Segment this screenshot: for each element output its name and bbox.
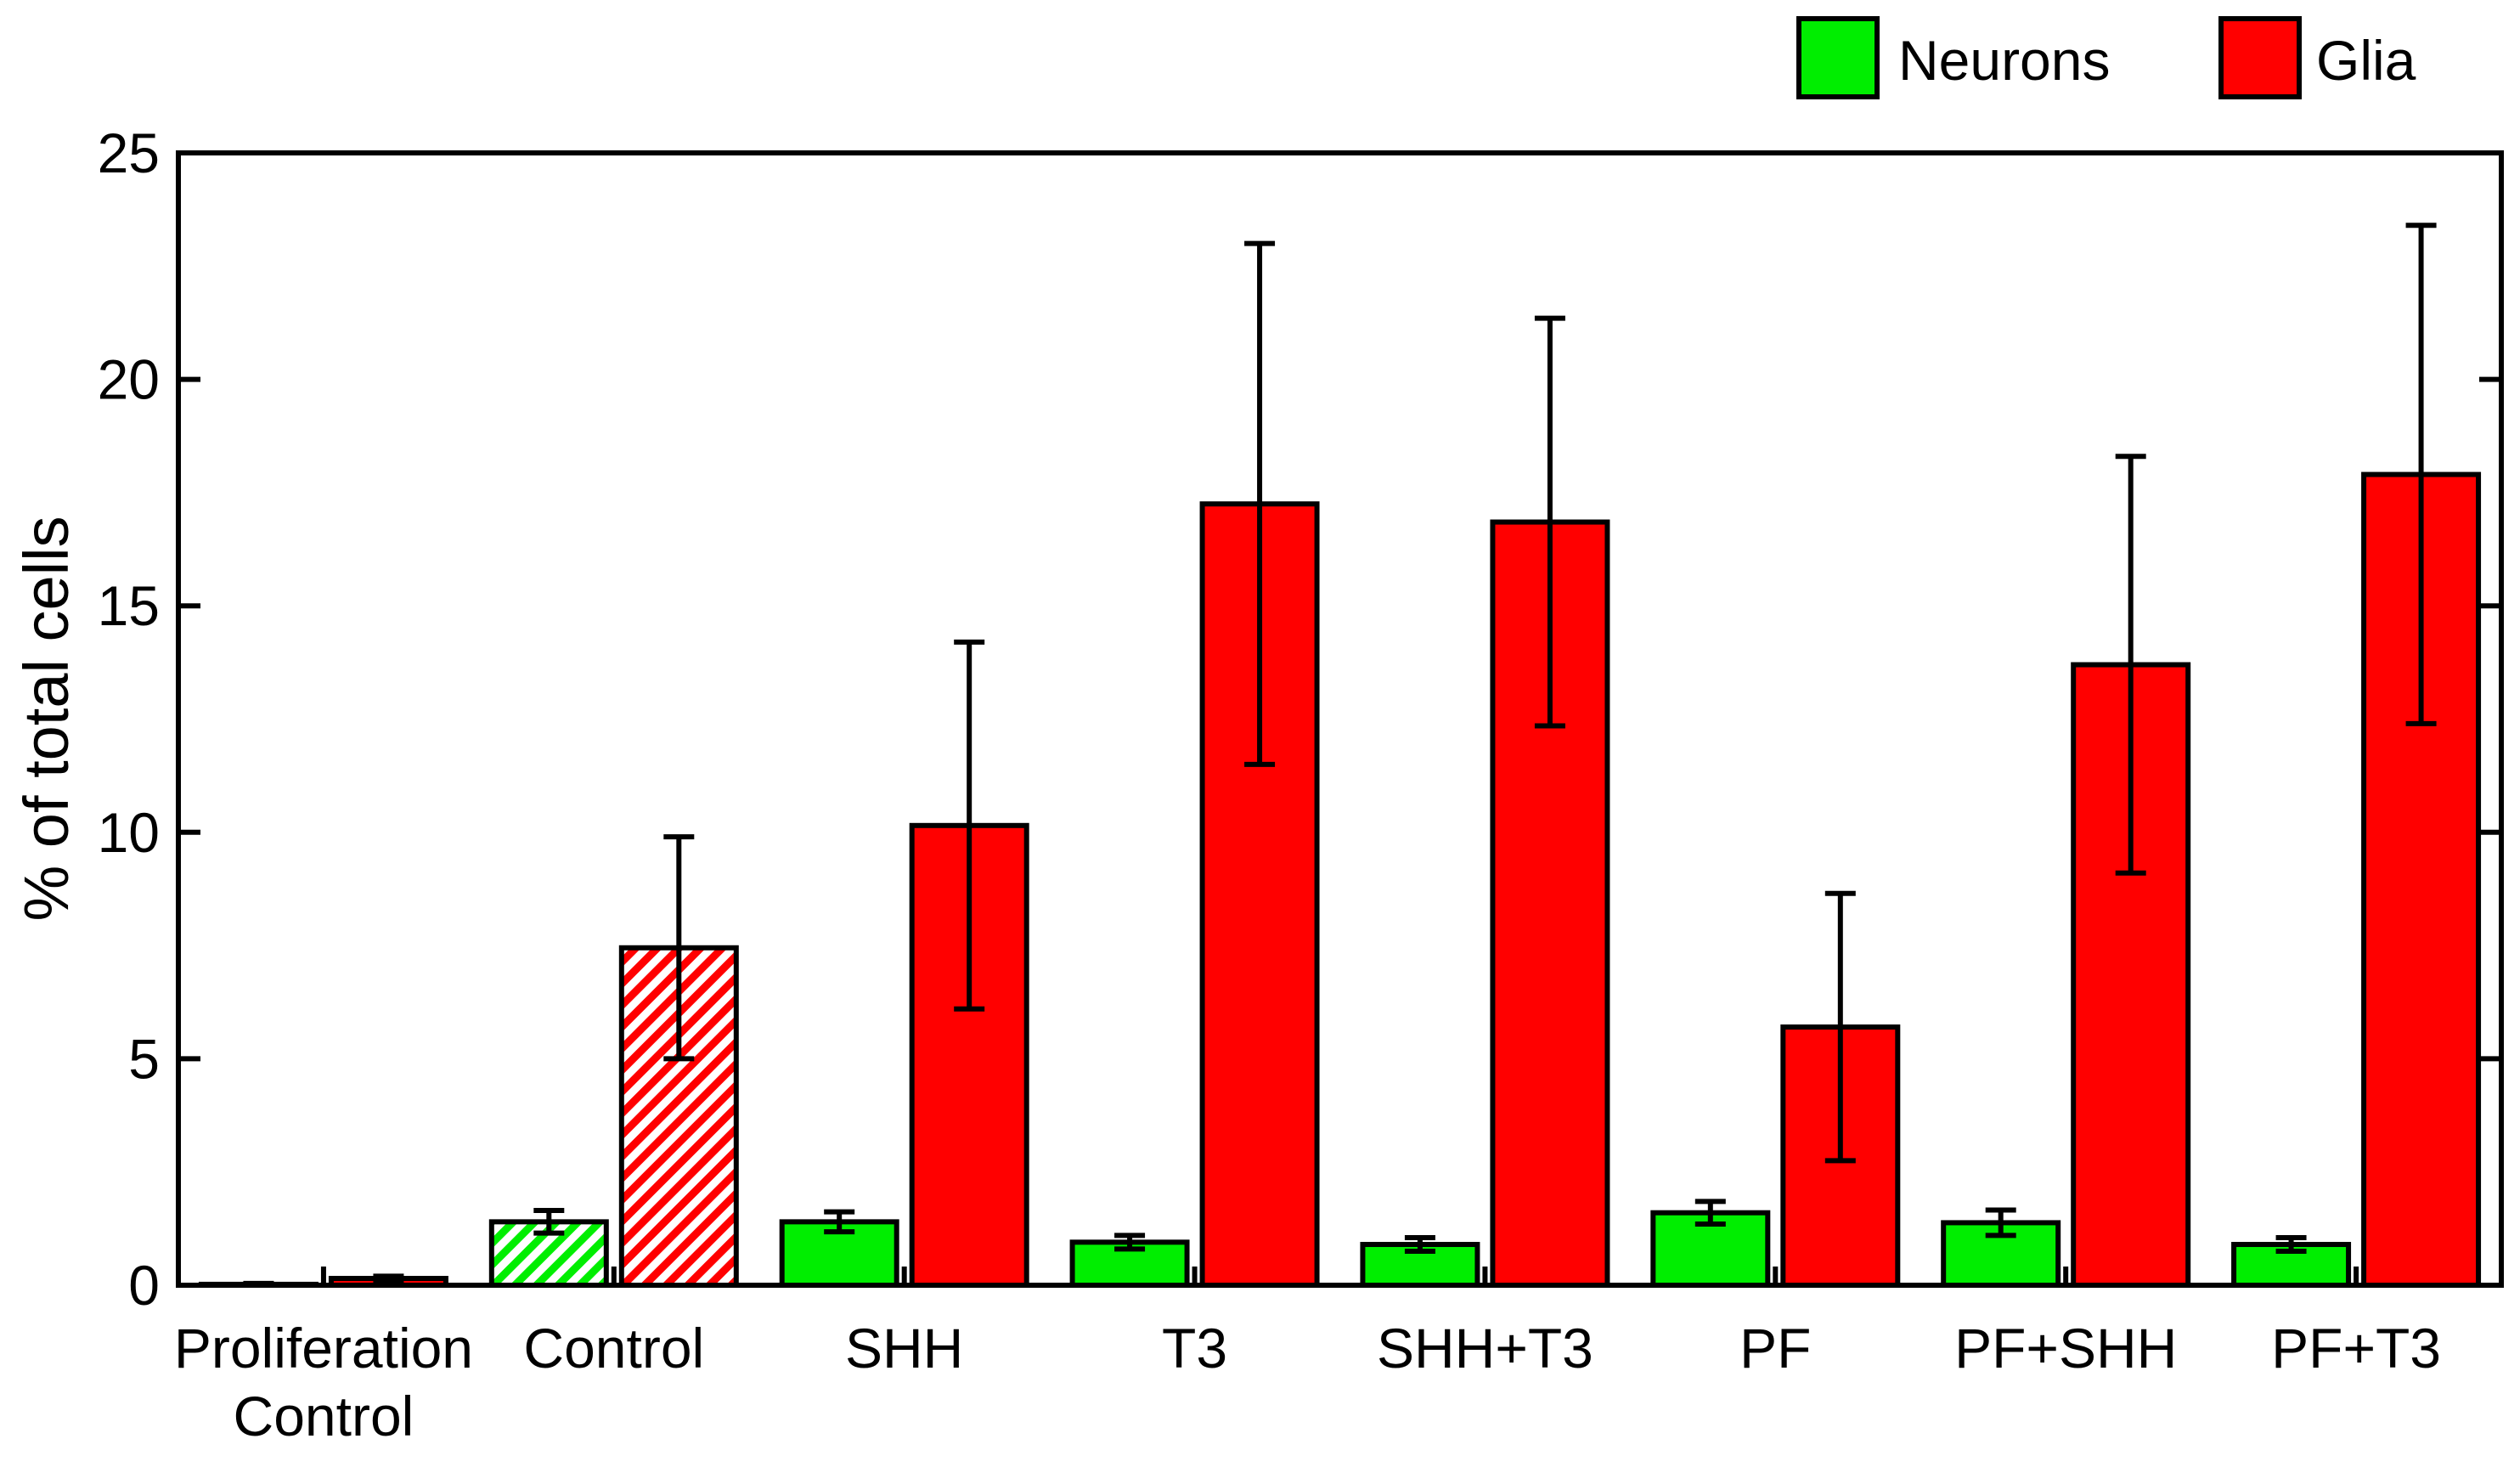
y-tick-label-1: 5 bbox=[128, 1027, 160, 1090]
x-tick-label-1: Control bbox=[523, 1317, 704, 1380]
legend-swatch-glia bbox=[2218, 16, 2302, 99]
x-tick-label-7: PF+T3 bbox=[2271, 1317, 2441, 1380]
legend: Neurons Glia bbox=[1796, 16, 2416, 99]
x-tick-label-5: PF bbox=[1739, 1317, 1811, 1380]
x-tick-label-0: Proliferation Control bbox=[174, 1317, 473, 1447]
x-tick-label-4: SHH+T3 bbox=[1377, 1317, 1593, 1380]
y-tick-label-2: 10 bbox=[98, 801, 160, 864]
x-axis: Proliferation Control Control SHH T3 SHH+T3 PF… bbox=[174, 1267, 2441, 1447]
y-tick-label-0: 0 bbox=[128, 1254, 160, 1317]
legend-swatch-neurons bbox=[1796, 16, 1880, 99]
x-tick-label-3: T3 bbox=[1162, 1317, 1227, 1380]
y-tick-label-5: 25 bbox=[98, 121, 160, 184]
legend-label-glia: Glia bbox=[2316, 29, 2416, 92]
legend-label-neurons: Neurons bbox=[1898, 29, 2110, 92]
x-tick-label-2: SHH bbox=[845, 1317, 963, 1380]
plot-frame bbox=[176, 150, 2504, 1288]
y-tick-label-4: 20 bbox=[98, 348, 160, 411]
bars-layer bbox=[198, 471, 2482, 1289]
y-axis: 0 5 10 15 20 25 bbox=[98, 121, 2501, 1317]
error-bars-layer bbox=[243, 223, 2437, 1288]
x-tick-label-6: PF+SHH bbox=[1954, 1317, 2177, 1380]
y-axis-title: % of total cells bbox=[11, 516, 82, 921]
y-tick-label-3: 15 bbox=[98, 574, 160, 637]
